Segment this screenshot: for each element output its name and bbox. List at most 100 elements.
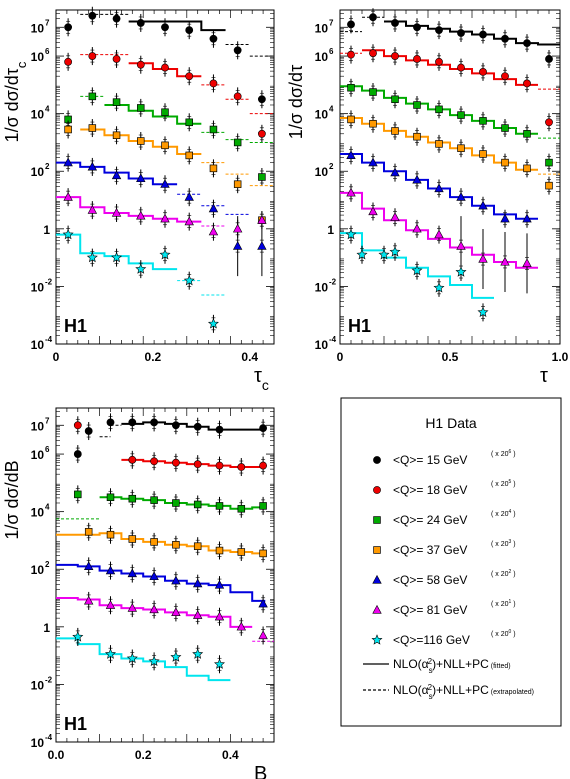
data-point	[369, 49, 377, 58]
data-point	[412, 174, 422, 184]
y-axis-title-subscript: c	[14, 61, 29, 68]
fitted-histogram	[121, 421, 266, 431]
data-point	[391, 95, 399, 104]
series-15-gev	[73, 413, 267, 464]
legend-line-label: NLO(αs2)+NLL+PC (extrapolated)	[393, 683, 534, 701]
data-point	[127, 602, 138, 612]
series-37-gev	[56, 522, 267, 563]
experiment-tag: H1	[64, 316, 87, 336]
data-point	[369, 119, 377, 128]
data-point	[84, 528, 93, 536]
y-tick-exponent: -4	[45, 335, 53, 344]
legend-scale-factor: ( x 205 )	[491, 479, 516, 488]
data-point	[368, 206, 378, 216]
x-tick-label: 0.4	[222, 748, 239, 762]
x-axis-title-main: τ	[540, 365, 548, 387]
legend-scale-factor: ( x 201 )	[491, 599, 516, 608]
y-tick-label: 10	[315, 280, 329, 294]
y-axis-title: 1/σ dσ/dτc	[2, 61, 29, 142]
data-point	[63, 192, 73, 201]
data-point	[413, 55, 421, 63]
data-point	[209, 164, 218, 173]
legend-scale-factor: ( x 203 )	[491, 539, 516, 548]
y-tick-exponent: 7	[45, 416, 50, 425]
data-point	[172, 541, 180, 549]
data-point	[257, 129, 266, 138]
series-81-gev	[340, 183, 538, 294]
y-tick-label: 10	[31, 448, 45, 462]
data-point	[209, 34, 218, 43]
series-24-gev	[56, 485, 267, 520]
series-24-gev	[340, 78, 560, 172]
data-point	[411, 264, 423, 276]
legend-line-post: )+NLL+PC	[432, 683, 489, 697]
y-tick-label: 10	[315, 165, 329, 179]
data-point	[192, 610, 203, 619]
series-15-gev	[340, 8, 560, 68]
legend-marker	[373, 486, 381, 494]
data-point	[233, 92, 242, 101]
data-point	[88, 11, 97, 20]
y-tick-exponent: 7	[45, 18, 50, 27]
legend-scale-factor: ( x 202 )	[491, 569, 516, 578]
y-tick-label: 10	[31, 338, 45, 352]
y-tick-label: 1	[43, 621, 50, 635]
legend-scale-factor: ( x 200 )	[491, 629, 516, 638]
fitted-histogram	[384, 20, 560, 46]
legend-line-sup: 2	[428, 657, 433, 666]
data-point	[84, 427, 93, 435]
legend-scale-exponent: 0	[509, 629, 512, 635]
data-point	[208, 203, 219, 213]
data-point	[160, 179, 170, 188]
data-point	[390, 212, 400, 221]
y-axis-title: 1/σ dσ/dτ	[286, 65, 306, 139]
series-58-gev	[56, 557, 268, 613]
data-point	[106, 418, 115, 427]
data-point	[184, 216, 194, 226]
legend-line-note: (fitted)	[491, 663, 511, 670]
legend-line-pre: NLO(α	[393, 657, 429, 671]
data-point	[105, 600, 116, 609]
legend-scale-base: ( x 20	[491, 511, 509, 518]
series-116-gev	[56, 627, 231, 682]
data-point	[112, 131, 121, 140]
data-point	[434, 183, 444, 193]
data-point	[233, 138, 242, 147]
data-point	[236, 621, 247, 631]
data-point	[207, 318, 219, 329]
legend-scale-close: )	[511, 631, 515, 638]
data-point	[456, 240, 466, 250]
data-point	[136, 60, 145, 69]
data-point	[193, 500, 202, 509]
data-point	[127, 568, 138, 578]
data-point	[192, 648, 204, 659]
series-81-gev	[56, 188, 267, 241]
data-point	[64, 23, 73, 32]
data-point	[523, 39, 531, 48]
data-point	[136, 19, 145, 27]
data-point	[215, 425, 224, 434]
y-tick-exponent: 2	[329, 162, 334, 171]
data-point	[259, 461, 267, 470]
data-point	[159, 248, 171, 260]
data-point	[161, 108, 169, 116]
x-tick-label: 0	[53, 350, 60, 364]
data-point	[112, 98, 121, 106]
x-axis-title: τ	[540, 365, 548, 387]
data-point	[545, 55, 553, 63]
data-point	[368, 157, 378, 167]
legend-line-pre: NLO(α	[393, 683, 429, 697]
data-point	[435, 140, 443, 148]
data-point	[64, 57, 73, 66]
y-tick-label: 10	[31, 280, 45, 294]
data-point	[258, 598, 268, 608]
legend-scale-base: ( x 20	[491, 601, 509, 608]
y-tick-exponent: 6	[45, 445, 50, 454]
data-point	[128, 418, 137, 427]
data-point	[161, 23, 169, 32]
data-point	[111, 170, 122, 180]
data-point	[184, 192, 194, 201]
data-point	[185, 118, 193, 127]
fitted-histogram	[56, 532, 266, 555]
